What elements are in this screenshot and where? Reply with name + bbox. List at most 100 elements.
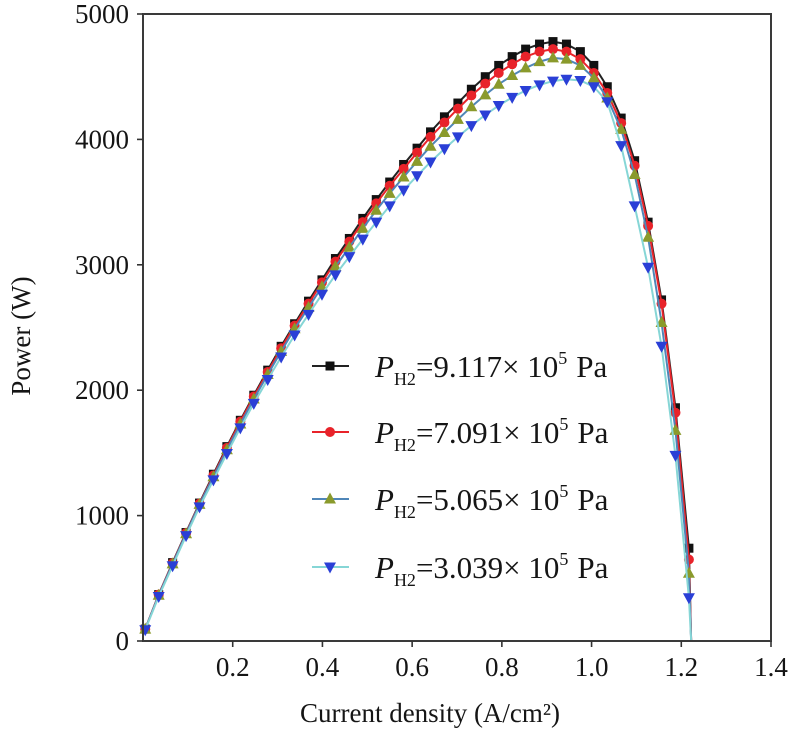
- data-point: [247, 398, 260, 410]
- data-point: [519, 85, 532, 97]
- data-point: [561, 39, 571, 49]
- legend-label: PH2=3.039× 105 Pa: [374, 549, 609, 590]
- data-point: [533, 55, 546, 67]
- data-point: [561, 46, 572, 57]
- legend-exponent: 5: [559, 414, 568, 434]
- data-point: [587, 82, 600, 94]
- y-tick-label: 0: [116, 626, 130, 656]
- data-point: [519, 61, 532, 73]
- data-point: [451, 132, 464, 144]
- data-point: [261, 375, 274, 387]
- data-point: [520, 51, 531, 62]
- legend-subscript: H2: [394, 570, 416, 590]
- data-point: [642, 230, 655, 242]
- data-point: [521, 44, 531, 54]
- legend-subscript: H2: [394, 502, 416, 522]
- data-point: [535, 39, 545, 49]
- legend-label: PH2=7.091× 105 Pa: [374, 414, 609, 455]
- data-point: [288, 330, 301, 342]
- data-point: [343, 252, 356, 264]
- data-point: [630, 156, 640, 166]
- series-line: [144, 78, 693, 642]
- data-point: [370, 217, 383, 229]
- data-point: [411, 154, 424, 166]
- x-tick-label: 0.2: [216, 652, 250, 682]
- data-point: [589, 60, 599, 70]
- y-tick-label: 1000: [75, 501, 129, 531]
- data-point: [506, 92, 519, 104]
- data-point: [506, 68, 519, 80]
- legend-unit: Pa: [576, 349, 607, 384]
- legend-unit: Pa: [577, 482, 608, 517]
- data-point: [220, 449, 233, 461]
- data-point: [602, 82, 612, 92]
- data-point: [479, 110, 492, 122]
- data-point: [534, 46, 545, 57]
- data-point: [480, 72, 490, 82]
- y-tick-label: 4000: [75, 124, 129, 154]
- legend-entry: PH2=9.117× 105 Pa: [312, 348, 608, 389]
- data-point: [438, 144, 451, 156]
- data-point: [533, 80, 546, 92]
- data-point: [465, 121, 478, 133]
- series-4: [139, 74, 695, 642]
- legend-symbol: P: [374, 550, 394, 585]
- data-point: [425, 131, 436, 142]
- data-point: [547, 44, 558, 55]
- data-point: [426, 127, 436, 137]
- data-point: [302, 309, 315, 321]
- data-point: [507, 52, 517, 62]
- data-point: [234, 423, 247, 435]
- x-tick-label: 0.4: [306, 652, 340, 682]
- data-point: [574, 75, 587, 87]
- plot-frame: [142, 13, 772, 642]
- legend-entry: PH2=5.065× 105 Pa: [312, 481, 609, 522]
- data-point: [615, 122, 628, 134]
- data-point: [466, 84, 476, 94]
- data-point: [411, 171, 424, 183]
- data-point: [492, 101, 505, 113]
- data-point: [574, 58, 587, 70]
- data-point: [315, 289, 328, 301]
- legend-exponent: 5: [559, 481, 568, 501]
- data-point: [628, 201, 641, 213]
- data-point: [451, 112, 464, 124]
- data-point: [383, 186, 396, 198]
- data-point: [398, 163, 409, 174]
- x-axis: 0.2 0.4 0.6 0.8 1.0 1.2 1.4: [216, 641, 788, 682]
- data-point: [466, 90, 477, 101]
- data-point: [439, 117, 450, 128]
- data-point: [642, 262, 655, 274]
- data-point: [587, 71, 600, 83]
- data-point: [465, 100, 478, 112]
- data-point: [655, 341, 668, 353]
- legend-label: PH2=5.065× 105 Pa: [374, 481, 609, 522]
- data-point: [682, 593, 695, 605]
- x-tick-label: 0.6: [395, 652, 429, 682]
- data-point: [193, 502, 206, 514]
- legend-subscript: H2: [394, 369, 416, 389]
- data-point: [601, 97, 614, 109]
- data-point: [560, 74, 573, 86]
- y-tick-label: 5000: [75, 0, 129, 29]
- data-point: [152, 591, 165, 603]
- legend-label: PH2=9.117× 105 Pa: [374, 348, 608, 389]
- legend-entry: PH2=7.091× 105 Pa: [312, 414, 609, 455]
- data-point: [507, 59, 518, 70]
- data-point: [492, 77, 505, 89]
- data-point: [207, 475, 220, 487]
- legend-exponent: 5: [559, 549, 568, 569]
- data-point: [616, 113, 626, 123]
- data-point: [628, 168, 641, 180]
- y-tick-label: 3000: [75, 250, 129, 280]
- data-point: [479, 88, 492, 100]
- data-point: [397, 185, 410, 197]
- legend-unit: Pa: [577, 415, 608, 450]
- y-axis: 0 1000 2000 3000 4000 5000: [75, 0, 143, 656]
- plot-series: [139, 37, 695, 642]
- data-point: [166, 561, 179, 573]
- data-point: [494, 60, 504, 70]
- data-point: [615, 141, 628, 153]
